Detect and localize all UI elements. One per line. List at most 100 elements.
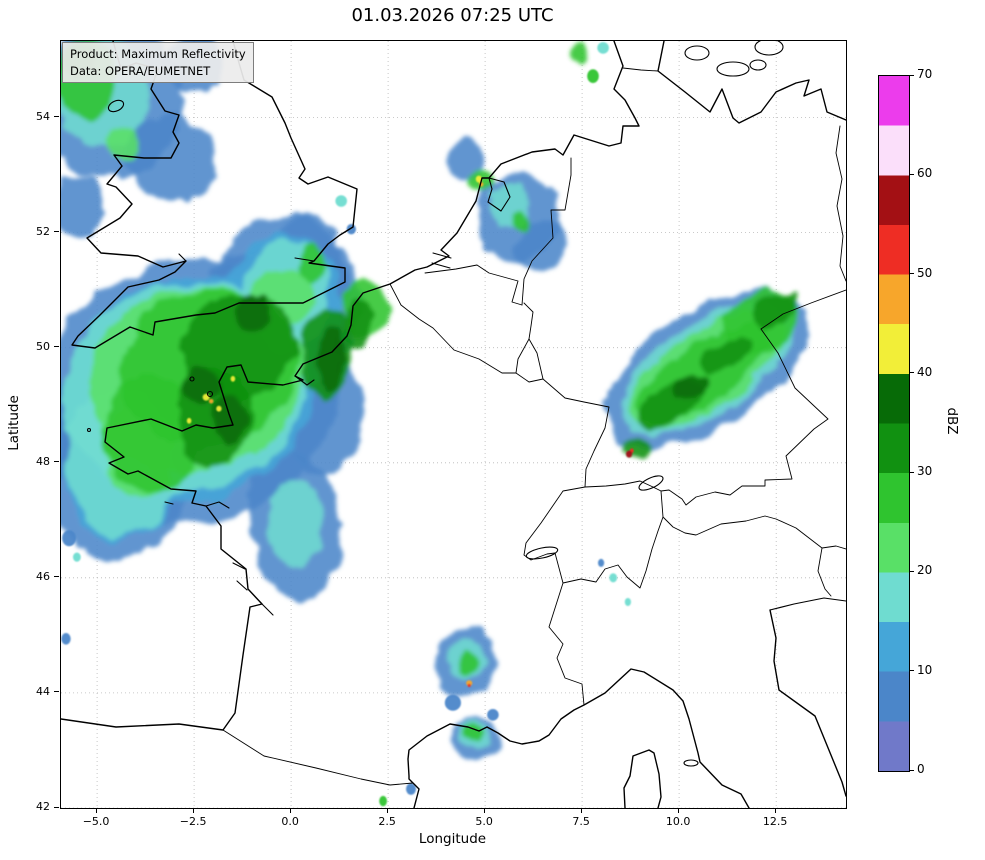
x-tick-mark xyxy=(289,808,291,813)
y-tick-label: 46 xyxy=(36,569,50,583)
border-belgium-germany xyxy=(523,302,534,340)
estuary-severn xyxy=(178,253,187,262)
colorbar-tick-mark xyxy=(910,173,914,175)
radar-echo-cell xyxy=(587,69,599,83)
island-ile-de-re xyxy=(232,562,246,570)
estuary-scheldt-b xyxy=(431,262,451,269)
radar-echo-cell xyxy=(626,450,633,458)
radar-echo-cell xyxy=(675,373,707,399)
radar-echo-cell xyxy=(61,173,105,239)
x-tick-label: 5.0 xyxy=(475,815,493,828)
radar-echo-cell xyxy=(208,398,214,404)
island-belle-ile xyxy=(164,501,174,505)
radar-echo-cell xyxy=(343,301,371,348)
estuary-thames xyxy=(294,257,315,262)
x-tick-label: 0.0 xyxy=(281,815,299,828)
y-tick-mark xyxy=(54,346,59,348)
basemap-lines xyxy=(61,41,846,808)
radar-echo-cell xyxy=(467,683,471,688)
radar-echo-cell xyxy=(511,210,532,235)
island-fyn xyxy=(684,45,710,61)
y-tick-label: 48 xyxy=(36,454,50,468)
x-tick-label: 12.5 xyxy=(762,815,788,828)
radar-echo-cell xyxy=(335,195,348,207)
lake-ijsselmeer xyxy=(487,177,511,212)
radar-echo-cell xyxy=(213,394,245,447)
radar-map-canvas xyxy=(61,41,846,808)
border-italy-slovenia xyxy=(817,547,832,597)
radar-echo-cell xyxy=(379,795,387,807)
y-tick-mark xyxy=(54,691,59,693)
radar-echo-cell xyxy=(346,224,356,235)
colorbar-tick-label: 40 xyxy=(917,364,933,379)
colorbar-tick-label: 30 xyxy=(917,464,933,479)
radar-echo-cell xyxy=(700,332,754,373)
radar-reflectivity-fields xyxy=(61,41,809,760)
y-tick-label: 42 xyxy=(36,800,50,813)
product-annotation-line1: Product: Maximum Reflectivity xyxy=(70,47,246,61)
x-tick-label: 2.5 xyxy=(378,815,396,828)
colorbar-tick-mark xyxy=(910,74,914,76)
estuary-scheldt-a xyxy=(432,252,452,259)
border-switzerland xyxy=(523,480,664,589)
border-germany-czech-austria xyxy=(660,328,829,506)
border-germany-denmark xyxy=(622,67,659,72)
y-tick-mark xyxy=(54,116,59,118)
estuary-gironde xyxy=(261,603,274,616)
radar-echo-cell xyxy=(73,552,81,562)
radar-echo-cell xyxy=(296,245,324,284)
x-tick-mark xyxy=(192,808,194,813)
radar-echo-cell xyxy=(624,598,632,606)
radar-echo-cell xyxy=(216,405,222,412)
radar-echo-cell xyxy=(102,374,200,491)
radar-echo-cell xyxy=(267,477,323,570)
radar-echo-cell xyxy=(202,393,210,401)
coastline-adriatic xyxy=(769,609,846,797)
x-tick-label: 10.0 xyxy=(665,815,691,828)
product-annotation-line2: Data: OPERA/EUMETNET xyxy=(70,63,211,78)
colorbar-tick-label: 50 xyxy=(917,265,933,280)
coastline-mediterranean xyxy=(407,668,750,808)
colorbar-tick-mark xyxy=(910,471,914,473)
lake-constance xyxy=(638,475,664,491)
radar-echo-cell xyxy=(475,175,482,183)
x-tick-mark xyxy=(95,808,97,813)
figure-title: 01.03.2026 07:25 UTC xyxy=(351,5,554,26)
island-ouessant xyxy=(86,427,92,433)
colorbar-unit-label: dBZ xyxy=(944,407,960,435)
colorbar-tick-mark xyxy=(910,273,914,275)
coastline-corsica xyxy=(623,749,662,808)
radar-echo-cell xyxy=(487,709,499,721)
y-tick-label: 44 xyxy=(36,684,50,698)
border-belgium-netherlands xyxy=(424,264,523,306)
radar-echo-cell xyxy=(62,530,77,547)
x-tick-label: 7.5 xyxy=(572,815,590,828)
border-slovenia-east xyxy=(821,545,846,550)
radar-echo-cell xyxy=(230,375,236,382)
x-tick-label: −5.0 xyxy=(82,815,110,828)
island-jersey xyxy=(206,390,214,398)
border-austria-switzerland-italy xyxy=(662,515,823,549)
x-tick-mark xyxy=(774,808,776,813)
border-france-spain-pyrenees xyxy=(222,729,414,786)
x-tick-mark xyxy=(580,808,582,813)
colorbar-tick-label: 20 xyxy=(917,563,933,578)
colorbar xyxy=(878,75,910,772)
y-tick-mark xyxy=(54,231,59,233)
y-axis-label: Latitude xyxy=(6,395,22,451)
colorbar-tick-mark xyxy=(910,670,914,672)
border-france-germany-rhine xyxy=(542,378,610,488)
y-tick-mark xyxy=(54,576,59,578)
radar-echo-cell xyxy=(597,42,609,54)
colorbar-tick-label: 10 xyxy=(917,662,933,677)
radar-echo-cell xyxy=(461,724,482,744)
radar-echo-cell xyxy=(107,126,139,159)
y-tick-label: 52 xyxy=(36,224,50,238)
x-tick-mark xyxy=(677,808,679,813)
radar-echo-cell xyxy=(406,783,416,795)
island-lolland xyxy=(716,61,750,77)
colorbar-tick-mark xyxy=(910,570,914,572)
border-luxembourg-loop xyxy=(515,338,544,383)
border-france-italy xyxy=(548,582,585,706)
island-elba xyxy=(683,759,699,767)
